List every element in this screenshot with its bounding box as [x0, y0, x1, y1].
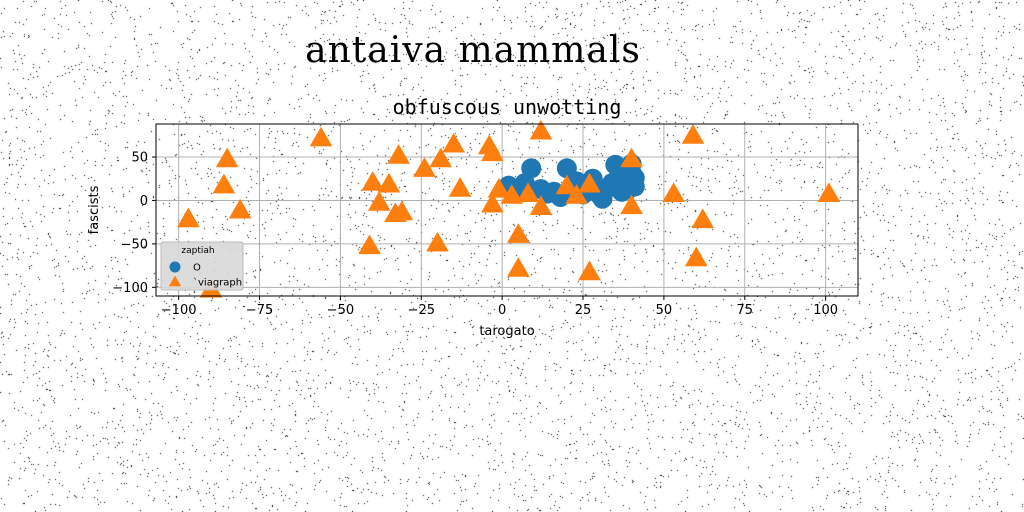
data-point-viagraph	[691, 208, 715, 229]
data-point-viagraph	[212, 173, 236, 194]
data-marks	[177, 119, 841, 298]
data-point-viagraph	[516, 182, 540, 203]
x-tick-label: 25	[575, 303, 592, 318]
data-point-viagraph	[358, 234, 381, 255]
x-tick-label: −100	[161, 303, 197, 318]
data-point-viagraph	[662, 182, 685, 203]
data-point-viagraph	[215, 147, 239, 168]
data-point-viagraph	[817, 182, 841, 203]
legend-marker-viagraph	[168, 275, 182, 287]
legend-title: zaptiah	[181, 246, 214, 256]
y-tick-label: 0	[140, 194, 148, 209]
legend-items: O `viagraph	[168, 261, 242, 289]
data-point-viagraph	[448, 177, 472, 197]
plot-frame	[155, 123, 859, 297]
data-point-viagraph	[681, 124, 705, 144]
y-tick-label: −50	[121, 237, 148, 252]
x-axis-label: tarogato	[479, 324, 534, 339]
data-point-viagraph	[620, 147, 643, 168]
data-point-viagraph	[684, 246, 708, 267]
x-tick-label: −50	[327, 303, 354, 318]
data-point-viagraph	[481, 192, 504, 213]
y-axis-label: fascists	[87, 185, 102, 234]
data-point-viagraph	[565, 184, 588, 204]
data-point-viagraph	[578, 172, 601, 193]
data-point-viagraph	[620, 194, 643, 215]
data-point-viagraph	[228, 198, 252, 219]
data-point-viagraph	[481, 141, 504, 162]
data-point-viagraph	[529, 119, 553, 140]
x-tick-label: 75	[737, 303, 754, 318]
data-point-viagraph	[387, 144, 410, 164]
data-point-o	[521, 158, 542, 179]
data-point-viagraph	[555, 174, 579, 195]
data-point-viagraph	[361, 171, 385, 191]
data-point-viagraph	[500, 184, 524, 204]
x-tick-label: 0	[498, 303, 506, 318]
data-point-viagraph	[529, 195, 553, 216]
data-point-viagraph	[367, 191, 391, 211]
legend-label: O	[193, 263, 201, 274]
data-point-viagraph	[507, 223, 530, 243]
data-point-viagraph	[429, 147, 452, 168]
x-tick-label: 50	[656, 303, 673, 318]
chart-title: obfuscous unwotting	[393, 95, 622, 119]
data-point-viagraph	[507, 257, 530, 277]
data-point-viagraph	[390, 200, 414, 221]
y-tick-label: 50	[131, 151, 148, 166]
data-point-viagraph	[177, 207, 200, 228]
x-tick-label: −25	[408, 303, 435, 318]
x-tick-label: −75	[246, 303, 273, 318]
data-point-viagraph	[578, 260, 601, 281]
legend-box	[160, 241, 244, 291]
data-point-viagraph	[442, 132, 465, 153]
legend-label: `viagraph	[193, 277, 242, 289]
legend-marker-o	[169, 261, 181, 273]
axis-ticks: −100 −75 −50 −25 0 25 50 75 100 −100 −50 0 50	[112, 151, 838, 318]
data-point-viagraph	[426, 231, 449, 252]
grid	[156, 124, 858, 296]
y-tick-label: −100	[112, 281, 148, 296]
data-point-viagraph	[487, 178, 511, 198]
data-point-o	[624, 176, 645, 197]
x-tick-label: 100	[813, 303, 838, 318]
data-point-viagraph	[377, 172, 401, 193]
data-point-viagraph	[309, 126, 333, 147]
legend: zaptiah O `viagraph	[160, 241, 244, 291]
figure-suptitle: antaiva mammals	[305, 30, 641, 71]
